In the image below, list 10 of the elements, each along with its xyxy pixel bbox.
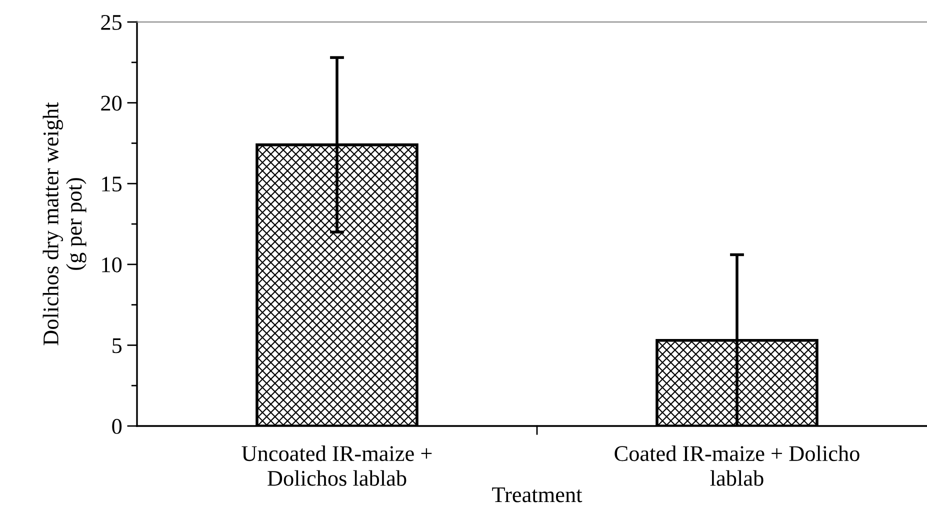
y-tick-label: 25 — [101, 14, 122, 30]
x-tick-label: Coated IR-maize + Dolicho lablab — [614, 445, 860, 486]
x-axis-title: Treatment — [492, 487, 582, 502]
x-tick-label: Uncoated IR-maize + Dolichos lablab — [242, 445, 432, 486]
y-tick-label: 20 — [101, 96, 122, 111]
y-tick-label: 0 — [112, 418, 122, 434]
y-tick-label: 5 — [112, 338, 122, 354]
y-axis-title: Dolichos dry matter weight (g per pot) — [42, 102, 86, 346]
y-tick-label: 10 — [102, 257, 122, 272]
y-tick-label: 15 — [102, 176, 122, 192]
